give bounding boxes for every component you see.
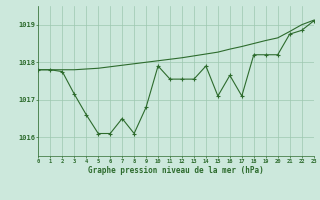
X-axis label: Graphe pression niveau de la mer (hPa): Graphe pression niveau de la mer (hPa) — [88, 166, 264, 175]
